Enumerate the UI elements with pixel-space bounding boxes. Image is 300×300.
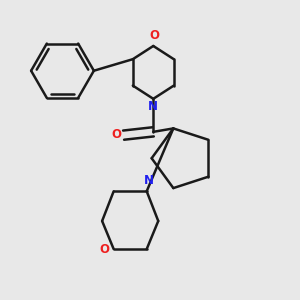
Text: N: N [144,174,154,187]
Text: O: O [150,29,160,42]
Text: O: O [99,243,110,256]
Text: O: O [111,128,121,141]
Text: N: N [148,100,158,113]
